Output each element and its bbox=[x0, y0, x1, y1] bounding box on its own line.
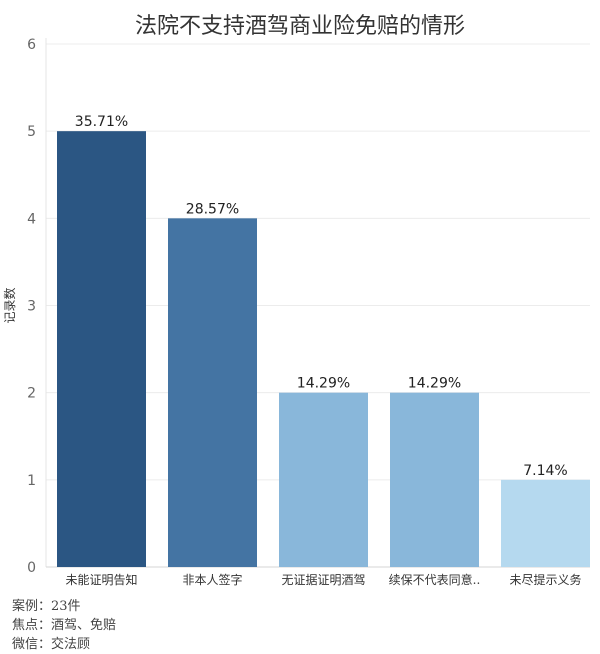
y-tick-label: 2 bbox=[27, 386, 36, 402]
data-label: 28.57% bbox=[186, 201, 239, 217]
data-label: 35.71% bbox=[75, 114, 128, 130]
case-count-note: 案例：23件 bbox=[12, 599, 81, 614]
y-tick-label: 4 bbox=[27, 211, 36, 227]
bar bbox=[279, 392, 368, 567]
bar-chart: 0 1 2 3 4 5 6 记录数 35.71% 未能证明告知 28.57% 非本人签字 14.29% 无… bbox=[2, 37, 590, 587]
bar bbox=[390, 392, 479, 567]
y-tick-label: 1 bbox=[27, 473, 36, 489]
wechat-note: 微信：交法顾 bbox=[12, 637, 91, 652]
category-label: 未尽提示义务 bbox=[509, 572, 581, 587]
y-tick-label: 0 bbox=[27, 560, 36, 576]
data-label: 14.29% bbox=[408, 376, 461, 392]
y-axis-label: 记录数 bbox=[2, 287, 17, 323]
footer-notes: 案例：23件 焦点：酒驾、免赔 微信：交法顾 bbox=[12, 597, 116, 654]
bar bbox=[57, 131, 146, 567]
data-label: 7.14% bbox=[523, 463, 567, 479]
category-label: 未能证明告知 bbox=[65, 573, 137, 587]
y-tick-label: 3 bbox=[27, 299, 36, 315]
y-tick-label: 5 bbox=[27, 124, 36, 140]
category-label: 无证据证明酒驾 bbox=[281, 573, 365, 587]
category-label: 非本人签字 bbox=[182, 572, 242, 587]
chart-title: 法院不支持酒驾商业险免赔的情形 bbox=[134, 14, 465, 39]
category-label: 续保不代表同意.. bbox=[389, 572, 481, 587]
y-tick-label: 6 bbox=[27, 37, 36, 53]
bar bbox=[168, 218, 257, 568]
bar bbox=[501, 479, 590, 567]
focus-note: 焦点：酒驾、免赔 bbox=[12, 618, 117, 633]
data-label: 14.29% bbox=[297, 376, 350, 392]
